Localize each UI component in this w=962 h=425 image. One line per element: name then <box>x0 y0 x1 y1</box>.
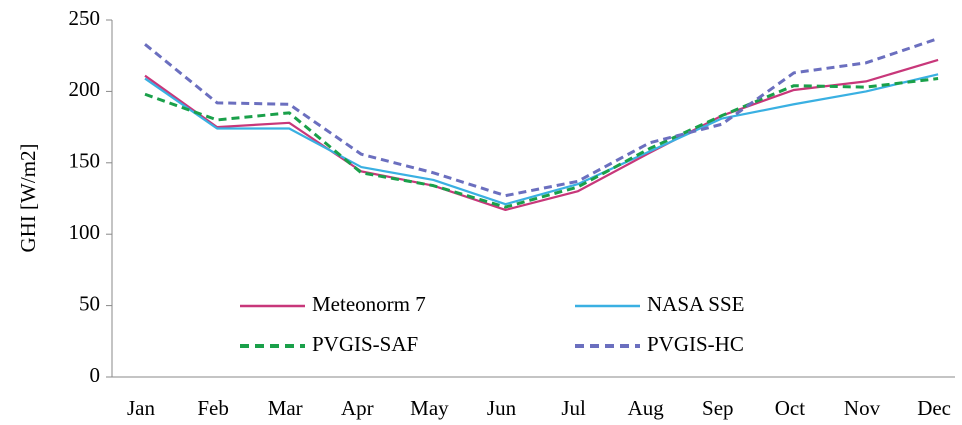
y-tick-label: 0 <box>90 363 101 387</box>
x-tick-label: Jun <box>487 396 517 420</box>
x-tick-label: Aug <box>628 396 665 420</box>
legend-label: NASA SSE <box>647 292 744 316</box>
series-line <box>144 58 939 212</box>
y-tick-label: 50 <box>79 291 100 315</box>
series-line <box>144 77 939 209</box>
series-line <box>144 37 939 198</box>
legend-label: Meteonorm 7 <box>312 292 426 316</box>
x-tick-label: Sep <box>702 396 734 420</box>
x-tick-label: May <box>410 396 449 420</box>
x-tick-label: Mar <box>268 396 303 420</box>
series-line <box>144 73 939 206</box>
y-tick-label: 250 <box>69 6 101 30</box>
x-tick-label: Jul <box>561 396 586 420</box>
y-axis-label: GHI [W/m2] <box>16 143 40 252</box>
x-tick-label: Oct <box>775 396 805 420</box>
y-tick-label: 150 <box>69 149 101 173</box>
legend-label: PVGIS-HC <box>647 332 744 356</box>
x-tick-label: Nov <box>844 396 881 420</box>
x-tick-label: Jan <box>127 396 155 420</box>
x-tick-label: Dec <box>917 396 951 420</box>
x-tick-label: Apr <box>341 396 374 420</box>
y-tick-label: 200 <box>69 77 101 101</box>
x-tick-label: Feb <box>197 396 229 420</box>
y-tick-label: 100 <box>69 220 101 244</box>
legend-label: PVGIS-SAF <box>312 332 418 356</box>
